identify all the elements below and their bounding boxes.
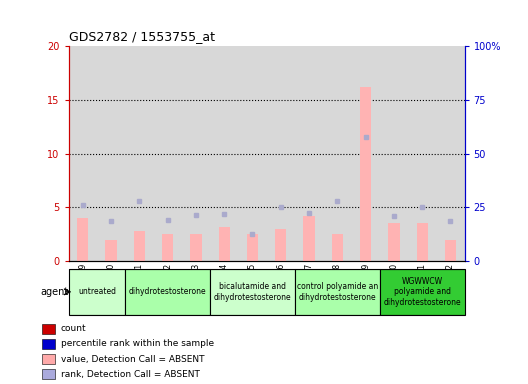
Bar <box>247 234 258 261</box>
Text: WGWWCW
polyamide and
dihydrotestosterone: WGWWCW polyamide and dihydrotestosterone <box>383 277 461 307</box>
Text: untreated: untreated <box>78 287 116 296</box>
Bar <box>332 234 343 261</box>
Text: rank, Detection Call = ABSENT: rank, Detection Call = ABSENT <box>61 370 200 379</box>
Bar <box>125 269 210 315</box>
Bar <box>360 87 371 261</box>
Bar <box>182 46 210 261</box>
Bar <box>106 240 117 261</box>
Bar <box>125 46 154 261</box>
Bar <box>295 46 323 261</box>
Bar <box>445 240 456 261</box>
Bar <box>154 46 182 261</box>
Bar <box>352 46 380 261</box>
Text: value, Detection Call = ABSENT: value, Detection Call = ABSENT <box>61 354 204 364</box>
Bar <box>295 269 380 315</box>
Text: percentile rank within the sample: percentile rank within the sample <box>61 339 214 348</box>
Bar <box>380 46 408 261</box>
Bar <box>42 354 55 364</box>
Bar <box>238 46 267 261</box>
Text: count: count <box>61 324 87 333</box>
Bar <box>42 339 55 349</box>
Bar <box>408 46 436 261</box>
Bar <box>417 223 428 261</box>
Bar <box>267 46 295 261</box>
Bar <box>275 229 286 261</box>
Bar <box>388 223 400 261</box>
Text: control polyamide an
dihydrotestosterone: control polyamide an dihydrotestosterone <box>297 282 378 301</box>
Bar <box>69 46 97 261</box>
Bar <box>42 369 55 379</box>
Bar <box>134 231 145 261</box>
Bar <box>97 46 125 261</box>
Bar <box>77 218 89 261</box>
Bar <box>190 234 202 261</box>
Bar <box>210 46 238 261</box>
Text: agent: agent <box>40 287 69 297</box>
Text: bicalutamide and
dihydrotestosterone: bicalutamide and dihydrotestosterone <box>214 282 291 301</box>
Bar <box>436 46 465 261</box>
Text: dihydrotestosterone: dihydrotestosterone <box>129 287 206 296</box>
Text: GDS2782 / 1553755_at: GDS2782 / 1553755_at <box>69 30 215 43</box>
Bar <box>210 269 295 315</box>
Bar <box>219 227 230 261</box>
Bar <box>162 234 173 261</box>
Bar <box>42 324 55 334</box>
Bar <box>380 269 465 315</box>
Bar <box>69 269 125 315</box>
Bar <box>304 216 315 261</box>
Bar <box>323 46 352 261</box>
